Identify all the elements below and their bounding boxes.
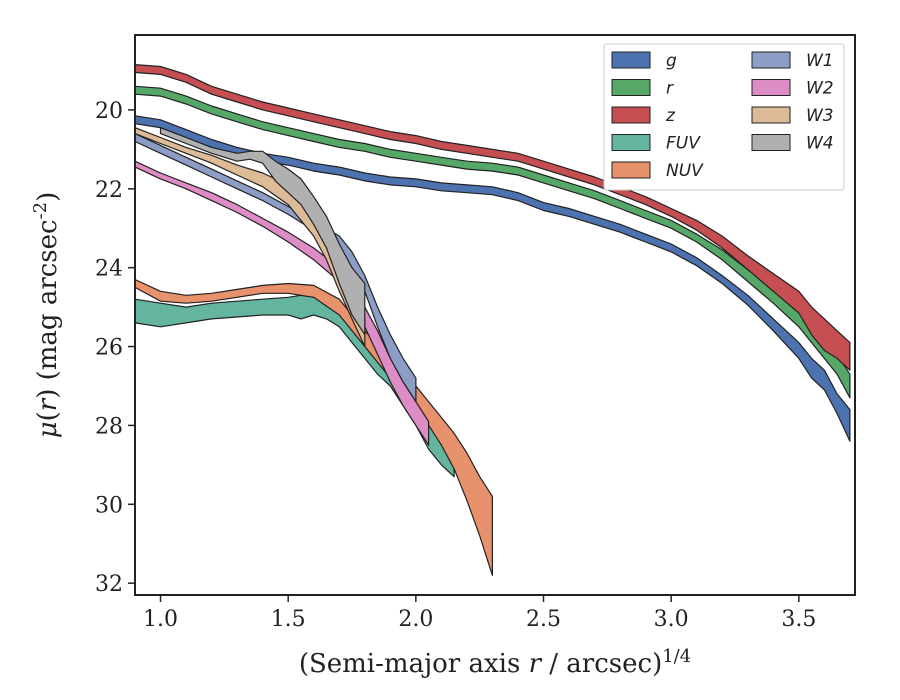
plot-frame — [134, 34, 856, 596]
x-tick-label: 3.5 — [781, 607, 816, 632]
legend-label-W4: W4 — [806, 134, 834, 154]
x-axis: 1.0 1.5 2.0 2.5 3.0 3.5 — [143, 595, 816, 632]
y-axis: 20 22 24 26 28 30 32 — [95, 99, 135, 597]
legend-swatch-r — [611, 79, 651, 96]
axes-layer — [134, 34, 856, 596]
legend-swatch-FUV — [611, 134, 651, 151]
legend-label-r: r — [666, 79, 674, 99]
x-tick-label: 1.0 — [143, 607, 178, 632]
y-tick-label: 26 — [95, 336, 123, 361]
x-tick-label: 3.0 — [654, 607, 689, 632]
legend-swatch-W4 — [751, 134, 791, 151]
y-tick-label: 22 — [95, 178, 123, 203]
y-tick-label: 30 — [95, 493, 123, 518]
legend-swatch-W3 — [751, 106, 791, 124]
legend-label-FUV: FUV — [666, 134, 701, 154]
series-layer — [134, 63, 851, 576]
legend-label-W1: W1 — [806, 51, 834, 71]
legend-label-W2: W2 — [806, 79, 834, 99]
x-tick-label: 2.5 — [526, 607, 561, 632]
legend-swatch-W2 — [751, 79, 791, 96]
legend-swatch-g — [611, 51, 651, 69]
legend-label-z: z — [665, 106, 676, 126]
series-band-W4 — [159, 127, 366, 336]
series-band-r — [134, 85, 851, 399]
legend-label-g: g — [666, 51, 677, 71]
x-tick-label: 1.5 — [271, 607, 306, 632]
y-tick-label: 24 — [95, 257, 123, 282]
series-band-g — [134, 115, 851, 442]
legend-label-NUV: NUV — [666, 161, 704, 181]
legend-swatch-z — [611, 106, 651, 124]
y-axis-label: μ(r) (mag arcsec-2) — [30, 192, 64, 439]
series-band-FUV — [134, 294, 455, 478]
y-tick-label: 20 — [95, 99, 123, 124]
series-band-W3 — [134, 127, 366, 348]
series-band-z — [134, 63, 851, 371]
legend: grz FUV NUV W1 W2 W3 W4 — [603, 43, 845, 191]
legend-label-W3: W3 — [806, 106, 834, 126]
series-band-W2 — [134, 160, 430, 446]
x-axis-label: (Semi-major axis r / arcsec)1/4 — [299, 646, 691, 680]
legend-swatch-W1 — [751, 51, 791, 69]
x-tick-label: 2.0 — [398, 607, 433, 632]
series-band-NUV — [134, 278, 493, 576]
y-tick-label: 32 — [95, 572, 123, 597]
y-tick-label: 28 — [95, 414, 123, 439]
legend-swatch-NUV — [611, 161, 651, 179]
